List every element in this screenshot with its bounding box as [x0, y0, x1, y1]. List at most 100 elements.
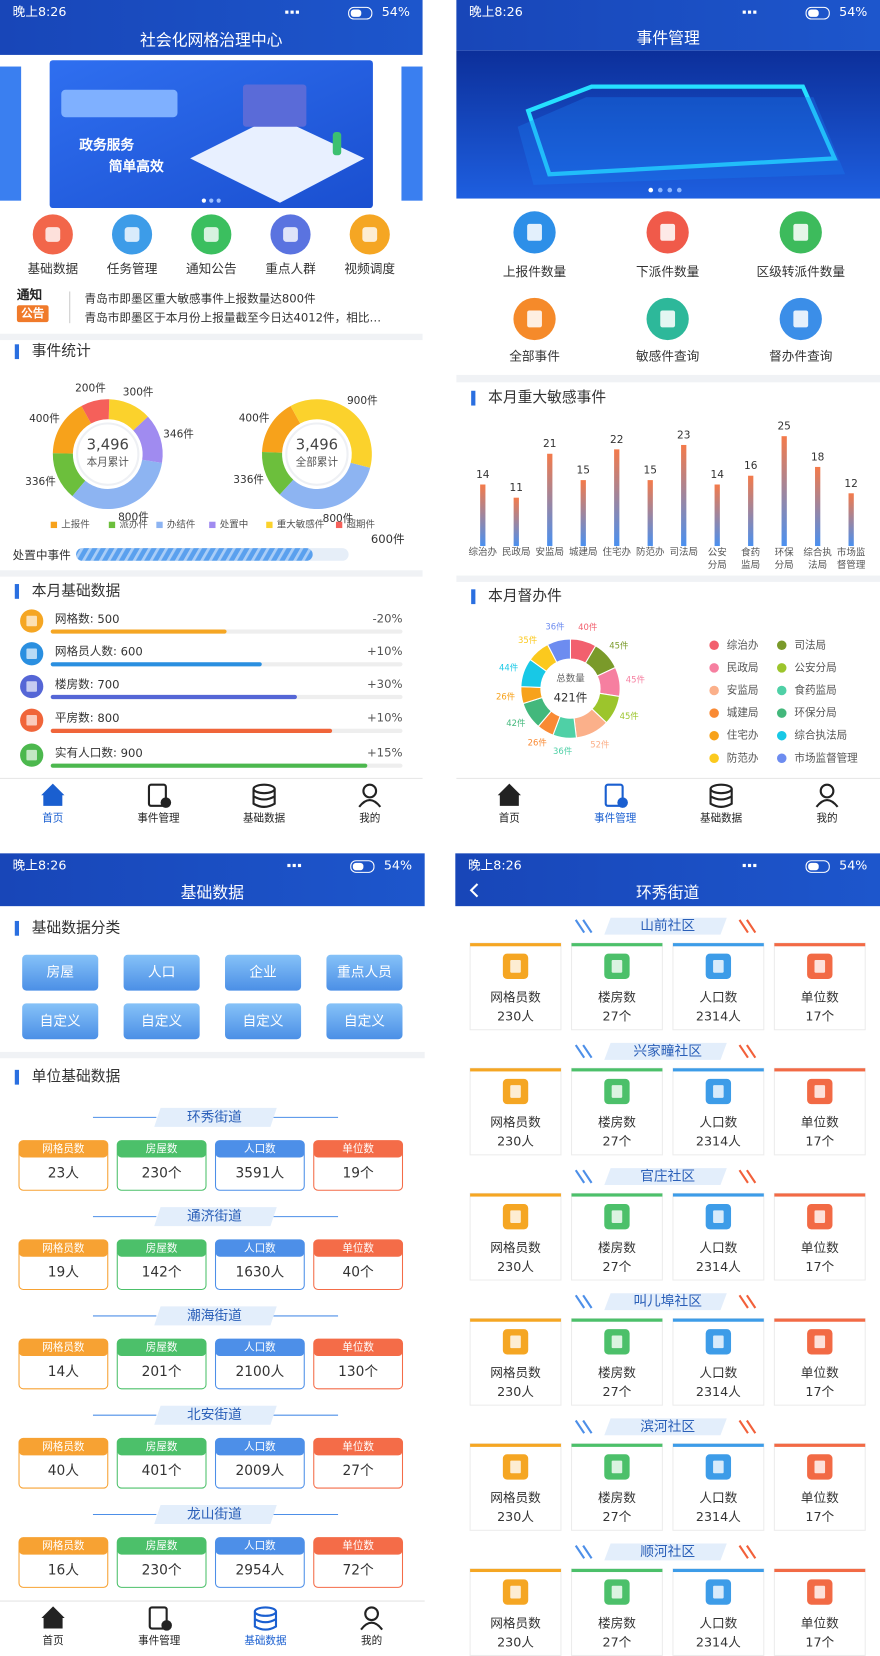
stat-label: 人口数: [244, 1142, 276, 1155]
stat-value: 2954人: [236, 1562, 285, 1578]
stat-card-header: [19, 1537, 108, 1555]
tab-label[interactable]: 首页: [43, 1634, 64, 1647]
button-label[interactable]: 房屋: [46, 965, 73, 981]
legend-label: 上报件: [61, 518, 90, 530]
battery-level: [808, 9, 819, 17]
name-banner: [604, 1042, 727, 1060]
banner-dot: [201, 198, 207, 203]
tab-label[interactable]: 我的: [361, 1634, 382, 1647]
button-label[interactable]: 企业: [249, 964, 276, 981]
stat-value: 17个: [805, 1134, 834, 1149]
category-button[interactable]: [123, 1003, 200, 1040]
community-name: 滨河社区: [640, 1419, 695, 1435]
data-label: 16: [744, 460, 758, 472]
legend-label: 防范办: [727, 751, 759, 764]
stat-card-stripe: [774, 1193, 866, 1197]
bar: [50, 662, 262, 667]
street-name: 环秀街道: [187, 1109, 242, 1125]
status-time: 晚上8:26: [468, 858, 522, 873]
tab-label[interactable]: 我的: [816, 811, 837, 824]
menu-label[interactable]: 重点人群: [265, 261, 316, 276]
data-label: 36件: [553, 746, 573, 756]
menu-label[interactable]: 敏感件查询: [636, 348, 699, 363]
category-button[interactable]: [225, 1003, 302, 1040]
tab-label[interactable]: 基础数据: [244, 1634, 287, 1647]
menu-label[interactable]: 下派件数量: [636, 264, 700, 279]
stat-glyph: [814, 1085, 826, 1098]
stat-label: 网格员数: [42, 1440, 85, 1453]
x-tick-label: 防范办: [636, 546, 665, 558]
stat-glyph: [713, 1460, 724, 1474]
menu-label[interactable]: 通知公告: [186, 261, 237, 276]
tab-label[interactable]: 首页: [499, 811, 520, 824]
menu-label[interactable]: 督办件查询: [769, 348, 832, 363]
street-name: 通济街道: [187, 1209, 242, 1225]
section-marker: [14, 344, 20, 360]
notice-item[interactable]: 青岛市即墨区重大敏感事件上报数量达800件: [85, 291, 317, 305]
legend-label: 城建局: [727, 706, 759, 719]
stat-card-header: [313, 1438, 403, 1456]
legend-label: 住宅办: [727, 729, 759, 742]
menu-label[interactable]: 上报件数量: [503, 264, 567, 279]
banner-illustration: [517, 97, 846, 185]
stat-glyph: [713, 960, 724, 973]
tab-label[interactable]: 首页: [42, 811, 63, 824]
stat-card-header: [215, 1239, 305, 1257]
x-tick-label: 公安分局: [708, 546, 727, 571]
data-label: 200件: [75, 382, 106, 394]
stat-label: 房屋数: [146, 1142, 178, 1155]
legend-swatch: [776, 730, 787, 741]
notice-badge-bg: [16, 305, 49, 323]
banner-dot: [648, 187, 654, 193]
menu-label[interactable]: 全部事件: [509, 348, 560, 363]
tab-label[interactable]: 我的: [359, 811, 380, 824]
menu-label[interactable]: 任务管理: [107, 261, 158, 276]
tab-label[interactable]: 基础数据: [243, 811, 286, 824]
category-button[interactable]: [225, 954, 302, 991]
banner: [456, 50, 880, 199]
button-label[interactable]: 自定义: [40, 1013, 81, 1029]
tab-label[interactable]: 事件管理: [594, 811, 637, 824]
stat-label: 网格员数: [490, 1365, 541, 1380]
button-label[interactable]: 自定义: [344, 1013, 385, 1029]
button-label[interactable]: 重点人员: [337, 965, 392, 981]
status-dot: [747, 863, 752, 868]
menu-label[interactable]: 视频调度: [344, 261, 395, 276]
stat-card-header: [117, 1438, 207, 1456]
category-button[interactable]: [22, 1003, 99, 1040]
row-glyph: [26, 615, 37, 627]
menu-label[interactable]: 区级转派件数量: [756, 264, 845, 279]
row-change: +10%: [367, 711, 403, 725]
category-button[interactable]: [326, 954, 403, 991]
legend-label: 安监局: [727, 683, 759, 696]
donut-segment: [262, 405, 301, 453]
banner-dot: [667, 187, 673, 193]
stat-card-stripe: [774, 1568, 866, 1573]
stat-label: 人口数: [699, 1615, 737, 1630]
legend-swatch: [776, 753, 787, 764]
category-button[interactable]: [123, 954, 200, 991]
stat-value: 27个: [603, 1634, 632, 1649]
button-label[interactable]: 自定义: [242, 1013, 283, 1029]
data-label: 900件: [347, 395, 378, 407]
category-button[interactable]: [22, 954, 99, 991]
tab-label[interactable]: 基础数据: [700, 811, 743, 824]
tab-label[interactable]: 事件管理: [138, 1634, 181, 1647]
deco: [574, 1419, 593, 1434]
legend-swatch: [776, 663, 787, 673]
data-label: 14: [476, 469, 490, 481]
bar: [714, 484, 720, 547]
menu-label[interactable]: 基础数据: [28, 261, 79, 276]
notice-item[interactable]: 青岛市即墨区于本月份上报量截至今日达4012件，相比…: [85, 310, 382, 324]
button-label[interactable]: 自定义: [141, 1013, 182, 1029]
button-label[interactable]: 人口: [148, 965, 175, 981]
row-change: +30%: [367, 677, 403, 691]
back-button[interactable]: [469, 883, 479, 898]
x-tick-line: 食药: [741, 546, 760, 558]
category-button[interactable]: [326, 1003, 403, 1040]
menu-glyph: [793, 223, 809, 241]
data-label: 21: [543, 438, 556, 450]
row-value: 600: [121, 644, 143, 658]
banner-illustration: [190, 116, 365, 203]
tab-label[interactable]: 事件管理: [137, 811, 180, 824]
